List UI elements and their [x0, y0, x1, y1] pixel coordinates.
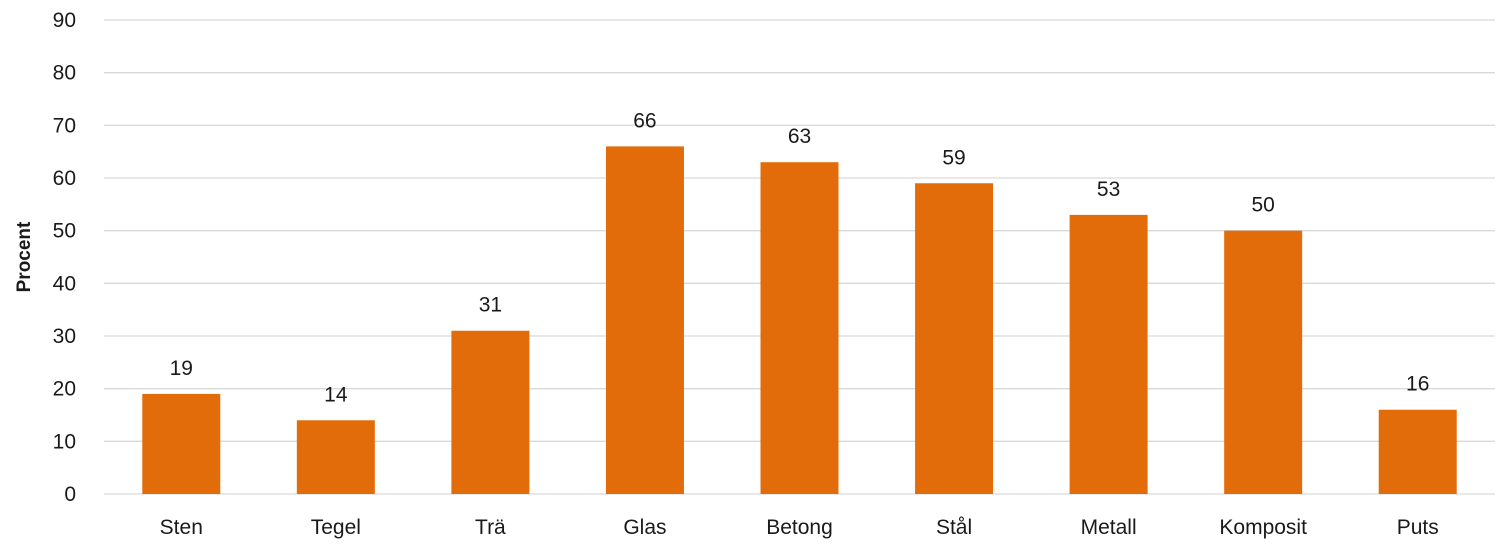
x-axis-ticks: Sten Tegel Trä Glas Betong Stål Metall Komposit…	[160, 516, 1439, 539]
data-label: 63	[788, 125, 811, 148]
y-tick-label: 30	[53, 325, 76, 348]
data-label: 53	[1097, 178, 1120, 201]
y-tick-label: 50	[53, 220, 76, 243]
bar	[142, 394, 220, 494]
bar	[1070, 215, 1148, 494]
y-tick-label: 90	[53, 9, 76, 32]
bar	[1224, 231, 1302, 494]
x-tick-label: Sten	[160, 516, 203, 539]
x-tick-label: Betong	[766, 516, 833, 539]
data-label: 31	[479, 294, 502, 317]
x-tick-label: Trä	[475, 516, 506, 539]
data-label: 59	[942, 146, 965, 169]
bar	[606, 146, 684, 494]
data-label: 66	[633, 109, 656, 132]
x-tick-label: Puts	[1397, 516, 1439, 539]
bar	[451, 331, 529, 494]
y-tick-label: 60	[53, 167, 76, 190]
y-axis-title: Procent	[14, 221, 35, 292]
x-tick-label: Metall	[1081, 516, 1137, 539]
x-tick-label: Tegel	[311, 516, 361, 539]
y-tick-label: 10	[53, 430, 76, 453]
y-tick-label: 70	[53, 114, 76, 137]
data-label: 50	[1251, 194, 1274, 217]
data-label: 16	[1406, 373, 1429, 396]
y-tick-label: 40	[53, 272, 76, 295]
data-label: 19	[170, 357, 193, 380]
bar	[915, 183, 993, 494]
y-tick-label: 20	[53, 378, 76, 401]
y-axis-ticks: 0 10 20 30 40 50 60 70 80 90	[53, 9, 76, 506]
bar	[761, 162, 839, 494]
data-label: 14	[324, 383, 348, 406]
x-tick-label: Komposit	[1219, 516, 1307, 539]
bar	[297, 420, 375, 494]
bar	[1379, 410, 1457, 494]
x-tick-label: Stål	[936, 516, 972, 539]
y-tick-label: 80	[53, 62, 76, 85]
y-tick-label: 0	[64, 483, 76, 506]
x-tick-label: Glas	[623, 516, 666, 539]
